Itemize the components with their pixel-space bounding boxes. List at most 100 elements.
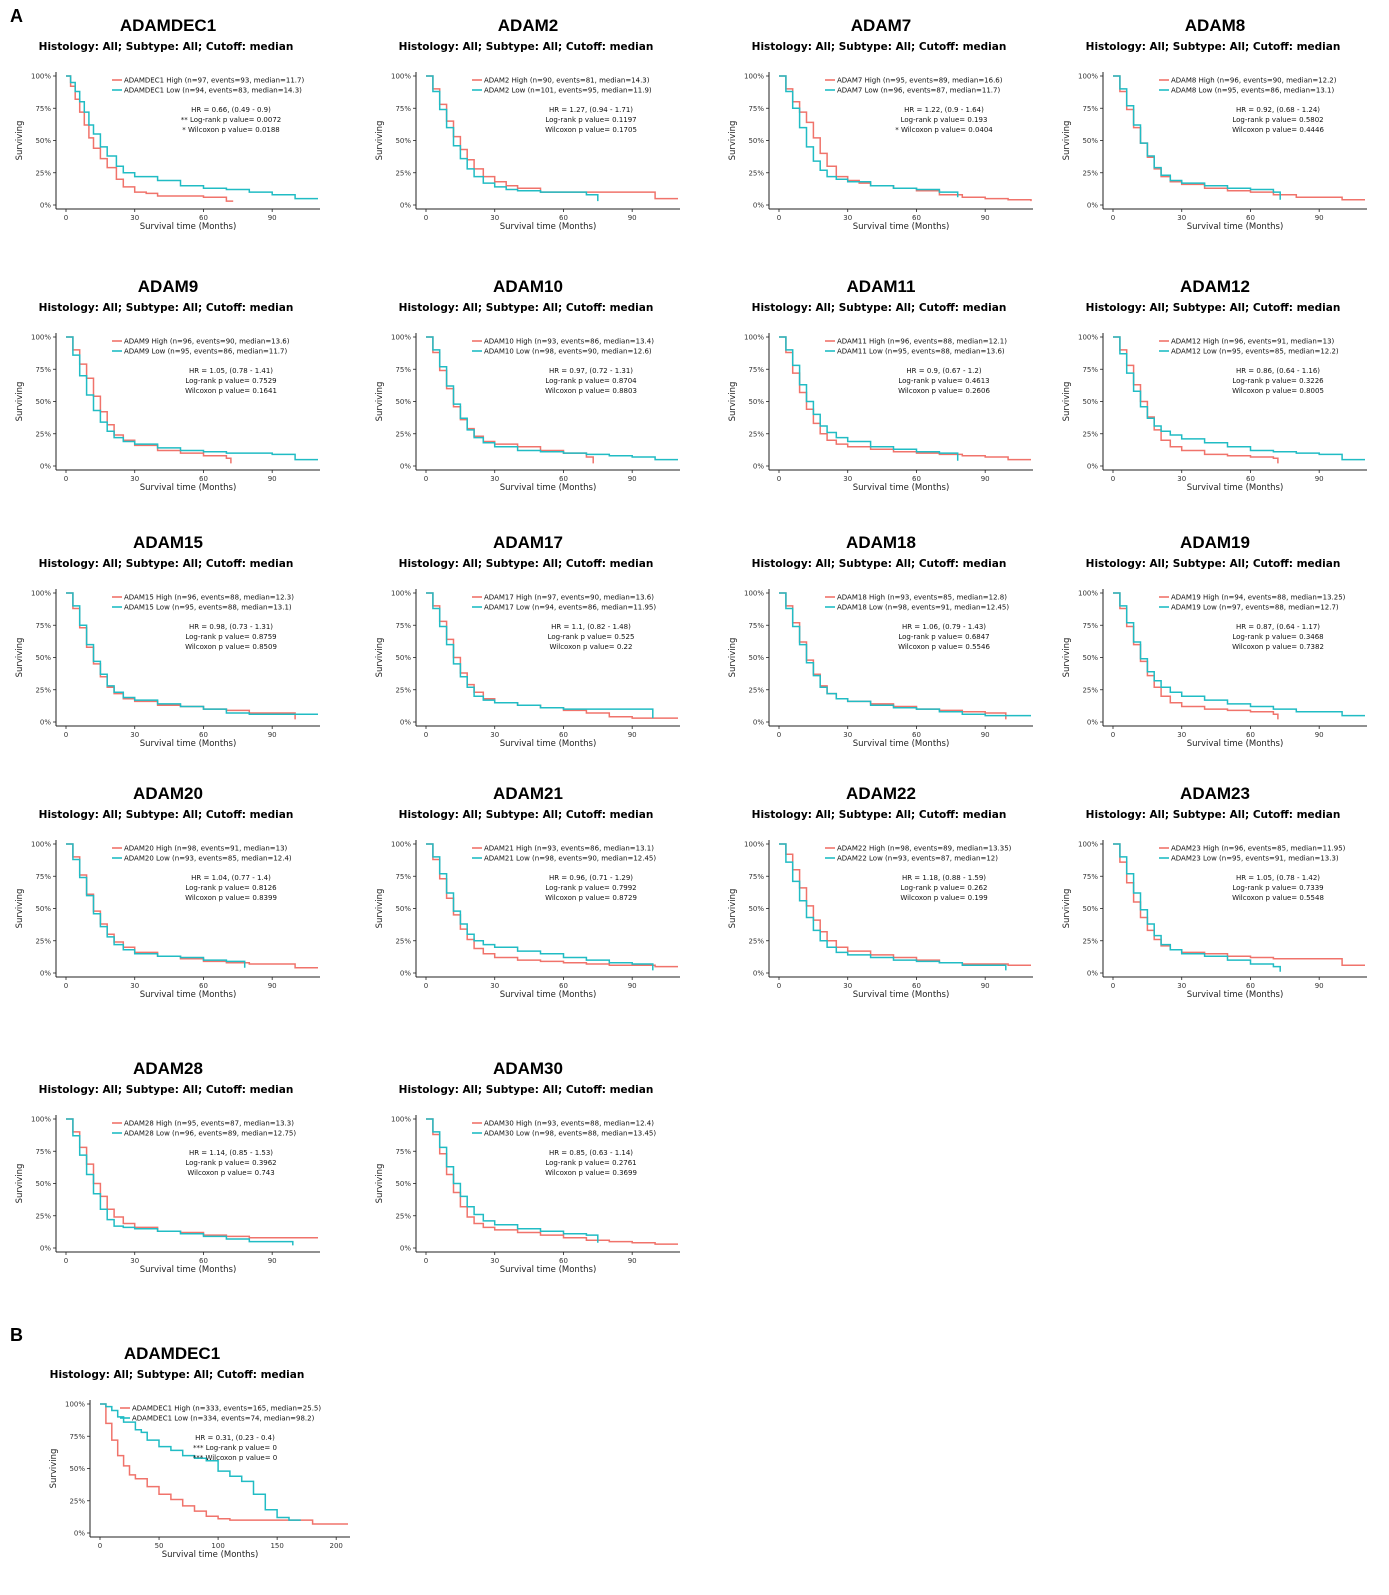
km-curve-low (1113, 592, 1365, 717)
chart-subtitle: Histology: All; Subtype: All; Cutoff: me… (752, 302, 1007, 314)
x-tick-label: 90 (1315, 731, 1324, 739)
chart-subtitle: Histology: All; Subtype: All; Cutoff: me… (1086, 302, 1341, 314)
stat-text: HR = 0.66, (0.49 - 0.9) (191, 106, 271, 114)
x-tick-label: 90 (981, 982, 990, 990)
km-curve-low (100, 1403, 301, 1521)
x-axis-label: Survival time (Months) (162, 1550, 259, 1560)
stat-text: HR = 0.92, (0.68 - 1.24) (1236, 106, 1320, 114)
y-tick-label: 100% (744, 73, 764, 81)
legend-entry: ADAM10 High (n=93, events=86, median=13.… (484, 338, 654, 346)
stat-text: Log-rank p value= 0.7529 (185, 377, 276, 385)
y-tick-label: 0% (400, 1245, 411, 1253)
stat-text: *** Wilcoxon p value= 0 (193, 1454, 278, 1462)
km-chart-adamdec1: ADAMDEC1 Histology: All; Subtype: All; Cu… (15, 16, 320, 232)
x-tick-label: 30 (843, 214, 852, 222)
km-chart-adam18: ADAM18 Histology: All; Subtype: All; Cuto… (728, 533, 1033, 749)
y-tick-label: 25% (748, 937, 764, 945)
x-axis-label: Survival time (Months) (853, 990, 950, 1000)
y-tick-label: 100% (391, 334, 411, 342)
y-tick-label: 75% (35, 622, 51, 630)
x-tick-label: 90 (981, 731, 990, 739)
stat-text: Log-rank p value= 0.3962 (185, 1159, 276, 1167)
x-axis-label: Survival time (Months) (140, 1265, 237, 1275)
chart-subtitle: Histology: All; Subtype: All; Cutoff: me… (1086, 41, 1341, 53)
chart-title: ADAM30 (493, 1059, 563, 1078)
chart-title: ADAM8 (1185, 16, 1245, 35)
chart-title: ADAM12 (1180, 277, 1250, 296)
x-tick-label: 60 (199, 214, 208, 222)
y-tick-label: 100% (31, 841, 51, 849)
y-tick-label: 25% (395, 1212, 411, 1220)
x-axis-label: Survival time (Months) (1187, 483, 1284, 493)
y-tick-label: 75% (1082, 873, 1098, 881)
km-curve-high (779, 75, 1032, 202)
legend-entry: ADAM21 High (n=93, events=86, median=13.… (484, 845, 654, 853)
stat-text: Wilcoxon p value= 0.22 (550, 643, 633, 651)
chart-title: ADAM23 (1180, 784, 1250, 803)
stat-text: Wilcoxon p value= 0.1705 (545, 126, 637, 134)
legend-entry: ADAM11 Low (n=95, events=88, median=13.6… (837, 348, 1005, 356)
stat-text: * Wilcoxon p value= 0.0188 (182, 126, 280, 134)
x-tick-label: 0 (1111, 982, 1115, 990)
legend-entry: ADAM2 Low (n=101, events=95, median=11.9… (484, 87, 652, 95)
x-tick-label: 200 (330, 1542, 343, 1550)
panel-label-a: A (10, 6, 23, 26)
km-curve-low (779, 592, 1031, 717)
y-tick-label: 50% (35, 1180, 51, 1188)
x-axis-label: Survival time (Months) (853, 483, 950, 493)
y-axis-label: Surviving (375, 889, 385, 929)
km-curve-low (1113, 843, 1281, 972)
y-tick-label: 75% (35, 366, 51, 374)
y-tick-label: 25% (395, 430, 411, 438)
x-tick-label: 30 (490, 731, 499, 739)
legend-entry: ADAM2 High (n=90, events=81, median=14.3… (484, 77, 650, 85)
y-axis-label: Surviving (15, 889, 25, 929)
km-curve-high (66, 75, 234, 202)
legend-entry: ADAM20 Low (n=93, events=85, median=12.4… (124, 855, 292, 863)
y-tick-label: 0% (400, 463, 411, 471)
chart-title: ADAM2 (498, 16, 558, 35)
x-tick-label: 30 (490, 1257, 499, 1265)
chart-subtitle: Histology: All; Subtype: All; Cutoff: me… (399, 809, 654, 821)
km-curve-high (426, 336, 594, 464)
km-chart-adam17: ADAM17 Histology: All; Subtype: All; Cuto… (375, 533, 680, 749)
stat-text: Log-rank p value= 0.193 (901, 116, 988, 124)
y-tick-label: 0% (40, 719, 51, 727)
km-chart-adam9: ADAM9 Histology: All; Subtype: All; Cutof… (15, 277, 320, 493)
y-axis-label: Surviving (1062, 382, 1072, 422)
stat-text: HR = 0.85, (0.63 - 1.14) (549, 1149, 633, 1157)
km-curve-high (426, 592, 678, 719)
legend-entry: ADAM17 High (n=97, events=90, median=13.… (484, 594, 654, 602)
x-tick-label: 60 (912, 475, 921, 483)
x-tick-label: 0 (424, 731, 428, 739)
x-tick-label: 60 (912, 214, 921, 222)
y-tick-label: 0% (400, 970, 411, 978)
x-tick-label: 90 (628, 214, 637, 222)
y-tick-label: 100% (1078, 590, 1098, 598)
x-tick-label: 30 (130, 475, 139, 483)
legend-entry: ADAM22 High (n=98, events=89, median=13.… (837, 845, 1012, 853)
x-axis-label: Survival time (Months) (1187, 222, 1284, 232)
stat-text: Log-rank p value= 0.4613 (898, 377, 989, 385)
km-chart-adam28: ADAM28 Histology: All; Subtype: All; Cuto… (15, 1059, 320, 1275)
chart-subtitle: Histology: All; Subtype: All; Cutoff: me… (39, 302, 294, 314)
km-curve-high (66, 843, 318, 969)
stat-text: Wilcoxon p value= 0.7382 (1232, 643, 1324, 651)
x-tick-label: 90 (268, 731, 277, 739)
chart-subtitle: Histology: All; Subtype: All; Cutoff: me… (39, 809, 294, 821)
x-tick-label: 60 (1246, 214, 1255, 222)
chart-title: ADAM19 (1180, 533, 1250, 552)
y-tick-label: 0% (753, 970, 764, 978)
legend-entry: ADAMDEC1 Low (n=334, events=74, median=9… (132, 1415, 315, 1423)
chart-title: ADAM15 (133, 533, 203, 552)
km-chart-adam12: ADAM12 Histology: All; Subtype: All; Cuto… (1062, 277, 1367, 493)
x-axis-label: Survival time (Months) (1187, 990, 1284, 1000)
x-tick-label: 90 (628, 982, 637, 990)
stat-text: Wilcoxon p value= 0.8729 (545, 894, 637, 902)
stat-text: HR = 1.05, (0.78 - 1.41) (189, 367, 273, 375)
y-tick-label: 50% (35, 905, 51, 913)
x-axis-label: Survival time (Months) (500, 739, 597, 749)
km-curve-low (1113, 336, 1365, 461)
stat-text: HR = 0.98, (0.73 - 1.31) (189, 623, 273, 631)
km-chart-adam19: ADAM19 Histology: All; Subtype: All; Cuto… (1062, 533, 1367, 749)
